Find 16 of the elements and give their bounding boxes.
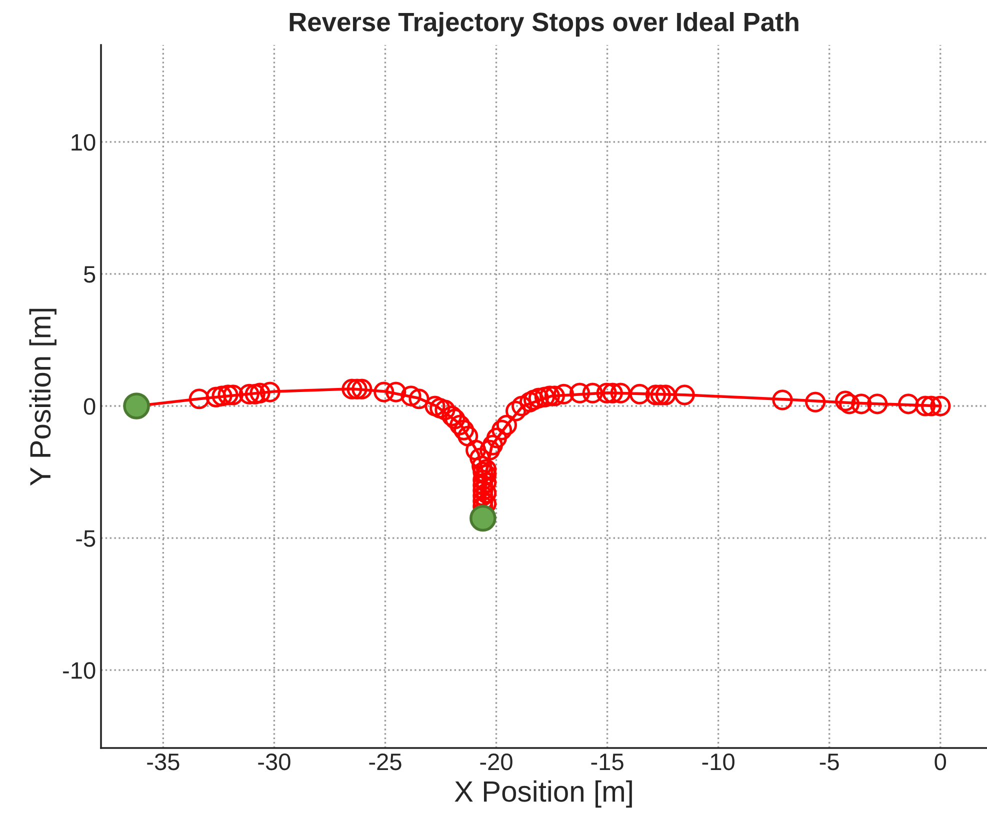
y-tick-label: 5 [84, 266, 96, 283]
y-tick-label: -10 [63, 662, 96, 679]
x-axis-title: X Position [m] [454, 780, 632, 808]
x-tick-label: -20 [480, 753, 512, 770]
x-tick-label: -5 [820, 754, 839, 770]
x-tick-label: -15 [591, 754, 624, 770]
chart-title: Reverse Trajectory Stops over Ideal Path [290, 12, 798, 37]
y-tick-label: 0 [84, 398, 96, 415]
y-tick-label: 10 [72, 134, 96, 151]
x-tick-label: -25 [369, 753, 402, 770]
y-axis-title: Y Position [m] [29, 308, 56, 486]
y-tick-label: -5 [76, 530, 96, 547]
x-tick-label: -10 [702, 753, 734, 770]
x-tick-label: -30 [258, 753, 290, 770]
x-tick-label: -35 [147, 753, 180, 770]
x-tick-label: 0 [934, 753, 946, 770]
